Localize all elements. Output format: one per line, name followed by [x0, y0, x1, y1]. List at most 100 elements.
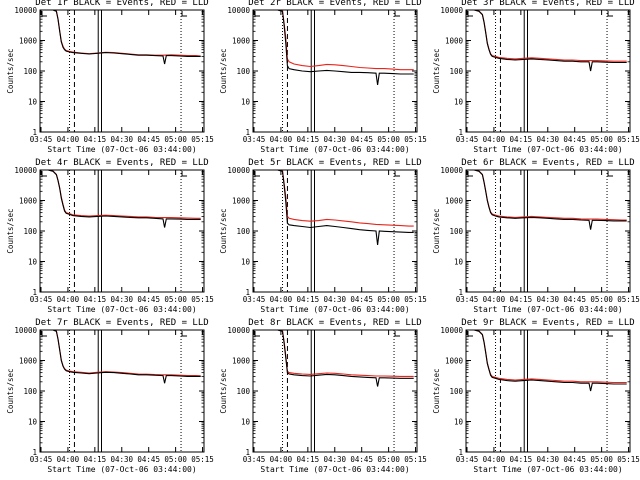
chart-panel-6: 1 10 100 1000 10000 03:45 04:00 04:15 04:30 04:45…	[432, 158, 640, 314]
x-tick-label: 04:00	[57, 135, 80, 144]
x-tick-label: 05:00	[164, 135, 187, 144]
chart-panel-5: 1 10 100 1000 10000 03:45 04:00 04:15 04:30 04:45…	[219, 158, 427, 314]
panel-title: Det 5r BLACK = Events, RED = LLD	[248, 158, 421, 168]
y-tick-label: 1	[32, 448, 37, 457]
lld-series-line	[467, 170, 627, 221]
x-tick-label: 05:00	[377, 295, 400, 304]
x-tick-label: 04:45	[563, 455, 586, 464]
x-tick-label: 05:15	[617, 135, 640, 144]
y-tick-label: 100	[236, 227, 250, 236]
x-tick-label: 05:15	[404, 135, 427, 144]
y-tick-label: 1000	[445, 37, 464, 46]
y-tick-label: 10	[454, 98, 464, 107]
x-tick-label: 04:45	[350, 455, 373, 464]
y-tick-label: 10	[454, 418, 464, 427]
y-tick-label: 10	[28, 258, 38, 267]
y-tick-label: 100	[449, 227, 463, 236]
x-axis-label: Start Time (07-Oct-06 03:44:00)	[260, 465, 409, 474]
y-tick-label: 10000	[440, 166, 463, 175]
x-tick-label: 04:45	[137, 135, 160, 144]
x-tick-label: 03:45	[456, 135, 479, 144]
x-axis-label: Start Time (07-Oct-06 03:44:00)	[260, 145, 409, 154]
y-tick-label: 10000	[227, 6, 250, 15]
x-tick-label: 04:30	[536, 135, 559, 144]
x-axis-label: Start Time (07-Oct-06 03:44:00)	[473, 145, 622, 154]
events-series-line	[254, 330, 414, 387]
x-tick-label: 03:45	[30, 455, 53, 464]
y-tick-label: 1000	[19, 37, 38, 46]
x-tick-label: 04:15	[84, 135, 107, 144]
saturation-bracket-left	[467, 171, 473, 177]
x-tick-label: 04:45	[563, 135, 586, 144]
x-tick-label: 04:00	[483, 295, 506, 304]
x-tick-label: 04:00	[483, 135, 506, 144]
x-tick-label: 03:45	[243, 455, 266, 464]
y-tick-label: 100	[23, 67, 37, 76]
x-tick-label: 04:45	[137, 455, 160, 464]
y-tick-label: 10	[28, 98, 38, 107]
y-tick-label: 10	[241, 258, 251, 267]
y-axis-label: Counts/sec	[6, 368, 15, 413]
y-tick-label: 1000	[19, 197, 38, 206]
x-tick-label: 05:15	[617, 455, 640, 464]
lld-series-line	[467, 330, 627, 384]
x-tick-label: 04:15	[510, 455, 533, 464]
chart-panel-4: 1 10 100 1000 10000 03:45 04:00 04:15 04:30 04:45…	[6, 158, 214, 314]
x-tick-label: 03:45	[243, 135, 266, 144]
x-tick-label: 04:30	[110, 295, 133, 304]
y-tick-label: 1000	[445, 197, 464, 206]
x-tick-label: 05:15	[191, 135, 214, 144]
x-tick-label: 05:00	[164, 295, 187, 304]
x-axis-label: Start Time (07-Oct-06 03:44:00)	[260, 305, 409, 314]
y-axis-label: Counts/sec	[219, 368, 228, 413]
panel-title: Det 6r BLACK = Events, RED = LLD	[461, 158, 634, 168]
y-axis-label: Counts/sec	[219, 48, 228, 93]
y-tick-label: 10000	[440, 6, 463, 15]
panel-title: Det 2r BLACK = Events, RED = LLD	[248, 0, 421, 8]
x-tick-label: 04:15	[510, 135, 533, 144]
events-series-line	[254, 10, 414, 85]
x-tick-label: 04:15	[84, 455, 107, 464]
lld-series-line	[41, 170, 201, 219]
plot-frame	[465, 9, 631, 133]
x-tick-label: 04:00	[270, 295, 293, 304]
y-tick-label: 1000	[232, 197, 251, 206]
y-axis-label: Counts/sec	[219, 208, 228, 253]
y-tick-label: 1	[32, 288, 37, 297]
x-tick-label: 05:00	[590, 135, 613, 144]
panel-title: Det 8r BLACK = Events, RED = LLD	[248, 318, 421, 328]
saturation-bracket-left	[467, 331, 473, 337]
x-axis-label: Start Time (07-Oct-06 03:44:00)	[47, 145, 196, 154]
x-tick-label: 04:30	[323, 455, 346, 464]
x-tick-label: 05:00	[164, 455, 187, 464]
y-tick-label: 100	[449, 67, 463, 76]
y-tick-label: 100	[236, 387, 250, 396]
plot-frame	[465, 169, 631, 293]
saturation-bracket-right	[607, 11, 614, 17]
y-axis-label: Counts/sec	[432, 48, 441, 93]
panel-title: Det 9r BLACK = Events, RED = LLD	[461, 318, 634, 328]
x-tick-label: 04:30	[323, 135, 346, 144]
saturation-bracket-left	[41, 11, 47, 17]
chart-panel-1: 1 10 100 1000 10000 03:45 04:00 04:15 04:30 04:45…	[6, 0, 214, 154]
x-tick-label: 04:00	[483, 455, 506, 464]
x-tick-label: 04:00	[57, 295, 80, 304]
x-tick-label: 04:45	[563, 295, 586, 304]
saturation-bracket-left	[254, 11, 260, 17]
panel-title: Det 1r BLACK = Events, RED = LLD	[35, 0, 208, 8]
chart-panel-8: 1 10 100 1000 10000 03:45 04:00 04:15 04:30 04:45…	[219, 318, 427, 474]
saturation-bracket-right	[394, 11, 401, 17]
saturation-bracket-right	[607, 331, 614, 337]
y-tick-label: 10000	[227, 166, 250, 175]
x-tick-label: 04:15	[297, 295, 320, 304]
plot-frame	[39, 9, 205, 133]
saturation-bracket-right	[607, 171, 614, 177]
x-tick-label: 04:45	[350, 295, 373, 304]
y-tick-label: 10000	[227, 326, 250, 335]
y-tick-label: 10000	[14, 6, 37, 15]
y-axis-label: Counts/sec	[432, 368, 441, 413]
lld-series-line	[254, 330, 414, 377]
saturation-bracket-left	[467, 11, 473, 17]
y-axis-label: Counts/sec	[6, 208, 15, 253]
